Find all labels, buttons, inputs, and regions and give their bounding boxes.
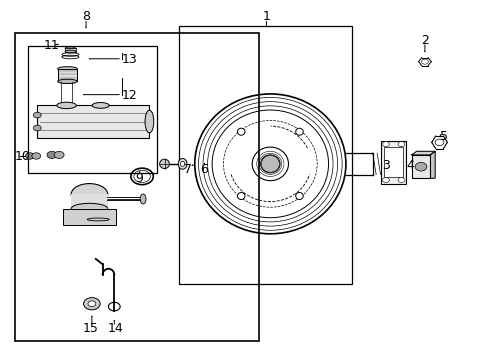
- Circle shape: [33, 125, 41, 131]
- Circle shape: [54, 151, 64, 158]
- Text: 1: 1: [262, 10, 270, 23]
- Text: 2: 2: [420, 33, 428, 47]
- Ellipse shape: [180, 161, 184, 166]
- Ellipse shape: [58, 79, 77, 84]
- Circle shape: [382, 141, 388, 147]
- Polygon shape: [411, 151, 434, 155]
- Ellipse shape: [178, 158, 186, 169]
- Bar: [411, 155, 429, 178]
- Text: 14: 14: [107, 322, 123, 335]
- Bar: [27, 45, 157, 173]
- Bar: [380, 140, 406, 184]
- Text: 9: 9: [136, 172, 143, 185]
- Ellipse shape: [237, 128, 244, 135]
- Text: 5: 5: [440, 130, 447, 144]
- Circle shape: [434, 139, 443, 145]
- Ellipse shape: [71, 203, 107, 214]
- Circle shape: [32, 153, 41, 159]
- Text: 10: 10: [15, 150, 31, 163]
- Bar: [15, 33, 259, 341]
- Text: 13: 13: [122, 53, 138, 66]
- Ellipse shape: [237, 193, 244, 199]
- Ellipse shape: [57, 102, 76, 109]
- Text: 6: 6: [200, 163, 208, 176]
- Ellipse shape: [65, 47, 76, 50]
- Text: 15: 15: [83, 322, 99, 335]
- Ellipse shape: [87, 218, 109, 221]
- Ellipse shape: [92, 103, 109, 108]
- Bar: [384, 147, 402, 177]
- Circle shape: [88, 301, 96, 307]
- Polygon shape: [429, 151, 434, 178]
- Text: 11: 11: [44, 39, 60, 52]
- Circle shape: [382, 177, 388, 183]
- Ellipse shape: [71, 184, 107, 205]
- Ellipse shape: [145, 110, 154, 133]
- Ellipse shape: [58, 67, 77, 71]
- Text: 7: 7: [184, 163, 192, 176]
- Bar: [62, 209, 116, 225]
- Text: 8: 8: [82, 10, 90, 23]
- Bar: [178, 26, 351, 284]
- Ellipse shape: [159, 159, 169, 168]
- Bar: [37, 105, 149, 138]
- Text: 12: 12: [122, 89, 138, 102]
- Circle shape: [47, 151, 57, 158]
- Circle shape: [83, 298, 100, 310]
- Bar: [71, 194, 108, 209]
- Ellipse shape: [295, 193, 303, 199]
- Text: 4: 4: [406, 159, 413, 172]
- Ellipse shape: [65, 50, 76, 53]
- Ellipse shape: [140, 194, 146, 204]
- Circle shape: [25, 153, 34, 159]
- Circle shape: [414, 162, 426, 171]
- Circle shape: [421, 59, 427, 64]
- Ellipse shape: [260, 155, 280, 173]
- Circle shape: [397, 177, 404, 183]
- Bar: [65, 48, 76, 51]
- Bar: [58, 69, 77, 81]
- Circle shape: [397, 141, 404, 147]
- Text: 3: 3: [381, 159, 389, 172]
- Circle shape: [33, 112, 41, 118]
- Ellipse shape: [295, 128, 303, 135]
